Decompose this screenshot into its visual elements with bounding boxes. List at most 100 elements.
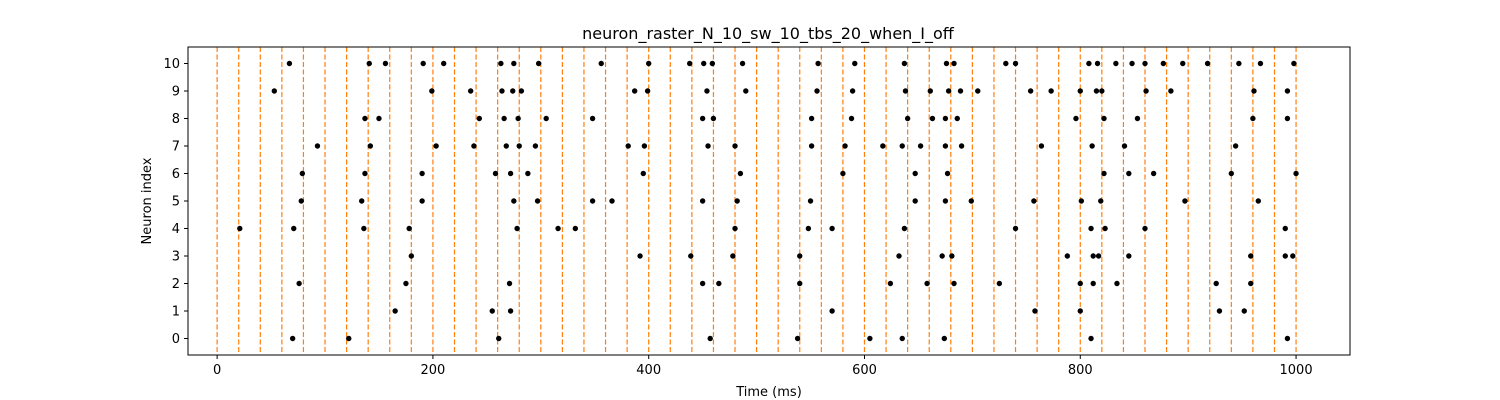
spike-point (471, 143, 477, 149)
spike-point (433, 143, 439, 149)
spike-point (1094, 60, 1101, 67)
spike-point (507, 170, 514, 177)
spike-point (1248, 253, 1254, 259)
spike-point (291, 225, 297, 232)
spike-point (534, 198, 541, 204)
spike-point (419, 198, 425, 204)
spike-point (957, 88, 964, 94)
y-tick-label: 9 (172, 85, 180, 100)
spike-point (1213, 280, 1219, 287)
spike-point (640, 170, 647, 177)
spike-point (944, 170, 951, 177)
spike-point (641, 143, 648, 149)
spike-point (625, 143, 631, 149)
spike-point (1291, 60, 1297, 67)
spike-point (704, 88, 710, 94)
spike-point (849, 88, 856, 94)
spike-point (902, 88, 909, 94)
spike-point (797, 280, 803, 287)
spike-point (496, 335, 502, 342)
spike-point (429, 88, 435, 94)
spike-point (743, 88, 749, 94)
spike-point (1012, 225, 1019, 232)
y-tick-label: 4 (172, 222, 180, 237)
spike-point (899, 335, 905, 342)
spike-point (1032, 308, 1038, 314)
spike-point (392, 308, 398, 314)
spike-point (699, 198, 706, 204)
spike-point (408, 253, 415, 259)
spike-point (1126, 170, 1132, 177)
spike-point (1113, 60, 1119, 67)
spike-point (899, 143, 905, 149)
spike-point (867, 335, 873, 342)
spike-point (1257, 60, 1264, 67)
spike-point (589, 115, 596, 122)
spike-point (1293, 170, 1299, 177)
spike-point (917, 143, 924, 149)
y-tick-label: 8 (172, 112, 180, 127)
spike-point (299, 170, 306, 177)
spike-point (924, 280, 930, 287)
spike-point (958, 143, 965, 149)
spike-point (842, 143, 848, 149)
spike-point (1077, 280, 1083, 287)
spike-point (403, 280, 409, 287)
spike-point (929, 115, 936, 122)
time-bin-lines (216, 47, 1297, 355)
spike-point (1012, 60, 1019, 67)
spike-point (382, 60, 389, 67)
spike-point (555, 225, 561, 232)
spike-point (1150, 170, 1157, 177)
spike-point (376, 115, 382, 122)
spike-point (525, 170, 531, 177)
spike-point (829, 308, 835, 314)
spike-point (996, 280, 1003, 287)
spike-point (476, 115, 483, 122)
spike-point (1236, 60, 1242, 67)
y-tick-label: 1 (172, 305, 180, 320)
spike-point (644, 88, 651, 94)
spike-point (814, 88, 820, 94)
spike-point (1129, 60, 1135, 67)
spike-point (975, 88, 981, 94)
spike-point (1121, 143, 1128, 149)
spike-point (499, 88, 505, 94)
spike-point (1142, 225, 1148, 232)
y-tick-label: 0 (172, 332, 180, 347)
spike-point (1089, 143, 1095, 149)
spike-point (951, 280, 957, 287)
spike-point (631, 88, 638, 94)
spike-point (737, 170, 744, 177)
spike-point (730, 253, 736, 259)
spike-point (1101, 115, 1107, 122)
y-tick-label: 6 (172, 167, 180, 182)
spike-point (518, 88, 525, 94)
y-tick-label: 10 (163, 57, 180, 72)
spike-point (489, 308, 495, 314)
spike-point (420, 60, 426, 67)
spike-point (501, 115, 507, 122)
spike-point (1182, 198, 1188, 204)
spike-point (705, 143, 711, 149)
spike-point (896, 253, 902, 259)
spike-point (949, 253, 955, 259)
spike-point (503, 143, 509, 149)
spike-point (1078, 198, 1085, 204)
x-tick-label: 800 (1068, 363, 1093, 378)
x-tick-label: 400 (636, 363, 661, 378)
spike-point (637, 253, 643, 259)
spike-point (515, 115, 521, 122)
spike-point (942, 198, 949, 204)
y-tick-label: 2 (172, 277, 180, 292)
spike-point (1077, 308, 1083, 314)
spike-point (968, 198, 974, 204)
spike-point (598, 60, 604, 67)
x-tick-label: 1000 (1280, 363, 1313, 378)
spike-point (815, 60, 821, 67)
spike-point (1180, 60, 1186, 67)
spike-point (507, 308, 514, 314)
